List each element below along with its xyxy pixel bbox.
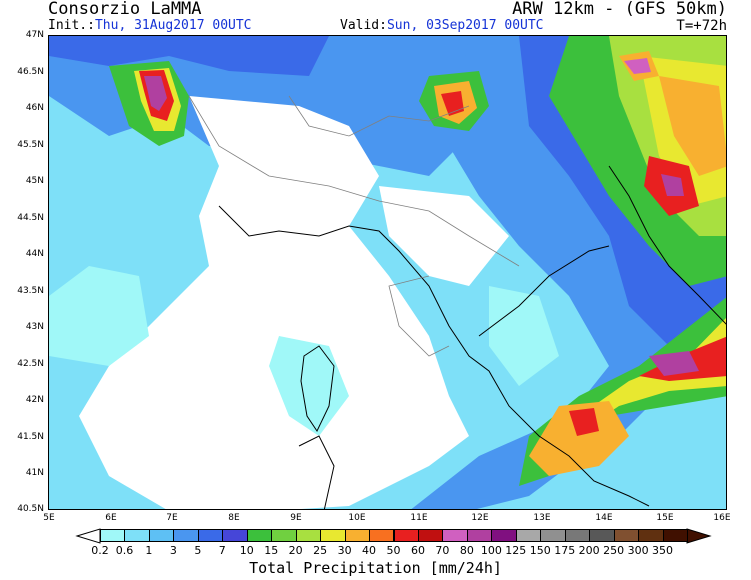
- colorbar-swatch: [100, 529, 126, 542]
- colorbar-swatch: [173, 529, 199, 542]
- colorbar-label: 0.2: [91, 544, 109, 557]
- colorbar-swatch: [295, 529, 322, 542]
- colorbar-swatch: [442, 529, 468, 542]
- colorbar-label: 150: [529, 544, 551, 557]
- lat-tick: 42.5N: [17, 359, 44, 369]
- lon-tick: 9E: [290, 513, 302, 523]
- colorbar-swatch: [589, 529, 615, 542]
- colorbar-swatch: [271, 529, 297, 542]
- colorbar-label: 1: [145, 544, 153, 557]
- lon-tick: 8E: [228, 513, 240, 523]
- init-label: Init.:: [48, 18, 95, 33]
- colorbar-label: 10: [239, 544, 254, 557]
- init-time: Init.:Thu, 31Aug2017 00UTC: [48, 18, 252, 33]
- colorbar-label: 70: [435, 544, 450, 557]
- colorbar-label: 0.6: [115, 544, 134, 557]
- lon-tick: 12E: [471, 513, 489, 523]
- lat-tick: 45N: [25, 176, 44, 186]
- model-title: ARW 12km - (GFS 50km): [512, 0, 727, 19]
- lat-tick: 43N: [25, 322, 44, 332]
- valid-time: Valid:Sun, 03Sep2017 00UTC: [340, 18, 544, 33]
- valid-label: Valid:: [340, 18, 387, 33]
- colorbar-swatch: [393, 529, 419, 542]
- forecast-hour: T=+72h: [676, 18, 727, 34]
- colorbar-label: 50: [386, 544, 401, 557]
- colorbar-swatch: [222, 529, 248, 542]
- agency-title: Consorzio LaMMA: [48, 0, 202, 19]
- colorbar-swatch: [320, 529, 346, 542]
- lat-tick: 45.5N: [17, 140, 44, 150]
- colorbar-swatch: [466, 529, 493, 542]
- lon-tick: 6E: [105, 513, 117, 523]
- colorbar-swatch: [344, 529, 371, 542]
- colorbar-swatch: [662, 529, 688, 542]
- valid-value: Sun, 03Sep2017 00UTC: [386, 18, 544, 33]
- colorbar-label: 350: [652, 544, 674, 557]
- lon-tick: 14E: [595, 513, 613, 523]
- colorbar-swatch: [540, 529, 566, 542]
- colorbar-label: 40: [362, 544, 377, 557]
- colorbar-swatch: [638, 529, 664, 542]
- lat-tick: 46N: [25, 103, 44, 113]
- colorbar-label: 7: [218, 544, 226, 557]
- colorbar-label: 300: [627, 544, 649, 557]
- colorbar-label: 5: [194, 544, 202, 557]
- init-value: Thu, 31Aug2017 00UTC: [94, 18, 252, 33]
- colorbar-swatch: [148, 529, 175, 542]
- lat-tick: 46.5N: [17, 67, 44, 77]
- lat-tick: 40.5N: [17, 504, 44, 514]
- colorbar-swatch: [417, 529, 444, 542]
- lon-tick: 7E: [166, 513, 178, 523]
- lon-tick: 5E: [43, 513, 55, 523]
- lat-tick: 43.5N: [17, 286, 44, 296]
- lon-tick: 11E: [410, 513, 428, 523]
- colorbar-swatch: [515, 529, 542, 542]
- map-canvas: [49, 36, 726, 509]
- lat-tick: 41N: [25, 468, 44, 478]
- lat-tick: 41.5N: [17, 432, 44, 442]
- colorbar-label: 100: [480, 544, 502, 557]
- colorbar-label: 80: [459, 544, 474, 557]
- colorbar-label: 125: [505, 544, 527, 557]
- colorbar-label: 30: [337, 544, 352, 557]
- lon-tick: 10E: [348, 513, 366, 523]
- colorbar-label: 3: [169, 544, 177, 557]
- lat-tick: 44.5N: [17, 213, 44, 223]
- lat-tick: 42N: [25, 395, 44, 405]
- colorbar-swatch: [197, 529, 224, 542]
- colorbar: [77, 529, 688, 543]
- colorbar-label: 15: [264, 544, 279, 557]
- colorbar-title: Total Precipitation [mm/24h]: [249, 559, 502, 577]
- colorbar-swatch: [491, 529, 517, 542]
- colorbar-swatch: [369, 529, 395, 542]
- lon-tick: 15E: [656, 513, 674, 523]
- precipitation-map: [48, 35, 727, 510]
- colorbar-swatch: [564, 529, 591, 542]
- colorbar-swatch: [613, 529, 640, 542]
- colorbar-label: 25: [313, 544, 328, 557]
- colorbar-label: 60: [410, 544, 425, 557]
- lat-tick: 47N: [25, 30, 44, 40]
- colorbar-swatch: [124, 529, 150, 542]
- lon-tick: 16E: [713, 513, 731, 523]
- colorbar-label: 175: [554, 544, 576, 557]
- colorbar-label: 20: [288, 544, 303, 557]
- colorbar-label: 250: [603, 544, 625, 557]
- colorbar-label: 200: [578, 544, 600, 557]
- lat-tick: 44N: [25, 249, 44, 259]
- lon-tick: 13E: [533, 513, 551, 523]
- colorbar-swatch: [246, 529, 273, 542]
